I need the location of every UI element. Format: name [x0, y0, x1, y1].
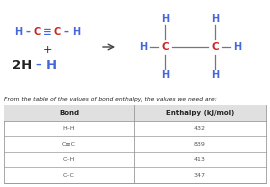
Text: C–H: C–H	[63, 157, 75, 162]
Text: 347: 347	[194, 173, 206, 178]
Text: C–C: C–C	[63, 173, 75, 178]
Text: Enthalpy (kJ/mol): Enthalpy (kJ/mol)	[166, 110, 234, 116]
Text: C≡C: C≡C	[62, 142, 76, 146]
Text: H: H	[72, 27, 80, 37]
Text: –: –	[63, 27, 68, 37]
Text: H: H	[161, 14, 169, 24]
Text: ≡: ≡	[43, 27, 51, 37]
Text: H: H	[45, 59, 56, 71]
Text: C: C	[161, 42, 169, 52]
Text: 839: 839	[194, 142, 206, 146]
Text: 2H: 2H	[12, 59, 32, 71]
Text: H: H	[139, 42, 147, 52]
Text: +: +	[42, 45, 52, 55]
Text: –: –	[26, 27, 31, 37]
Text: H: H	[161, 70, 169, 80]
Text: From the table of the values of bond enthalpy, the values we need are:: From the table of the values of bond ent…	[4, 96, 217, 102]
Text: 432: 432	[194, 126, 206, 131]
Text: –: –	[35, 60, 41, 70]
Text: H: H	[233, 42, 241, 52]
Text: 413: 413	[194, 157, 206, 162]
FancyBboxPatch shape	[4, 105, 266, 183]
Text: H: H	[211, 70, 219, 80]
Text: H: H	[14, 27, 22, 37]
Text: H–H: H–H	[63, 126, 75, 131]
Text: H: H	[211, 14, 219, 24]
Text: Bond: Bond	[59, 110, 79, 116]
Text: C: C	[53, 27, 61, 37]
FancyBboxPatch shape	[4, 105, 266, 121]
Text: C: C	[211, 42, 219, 52]
Text: C: C	[33, 27, 40, 37]
